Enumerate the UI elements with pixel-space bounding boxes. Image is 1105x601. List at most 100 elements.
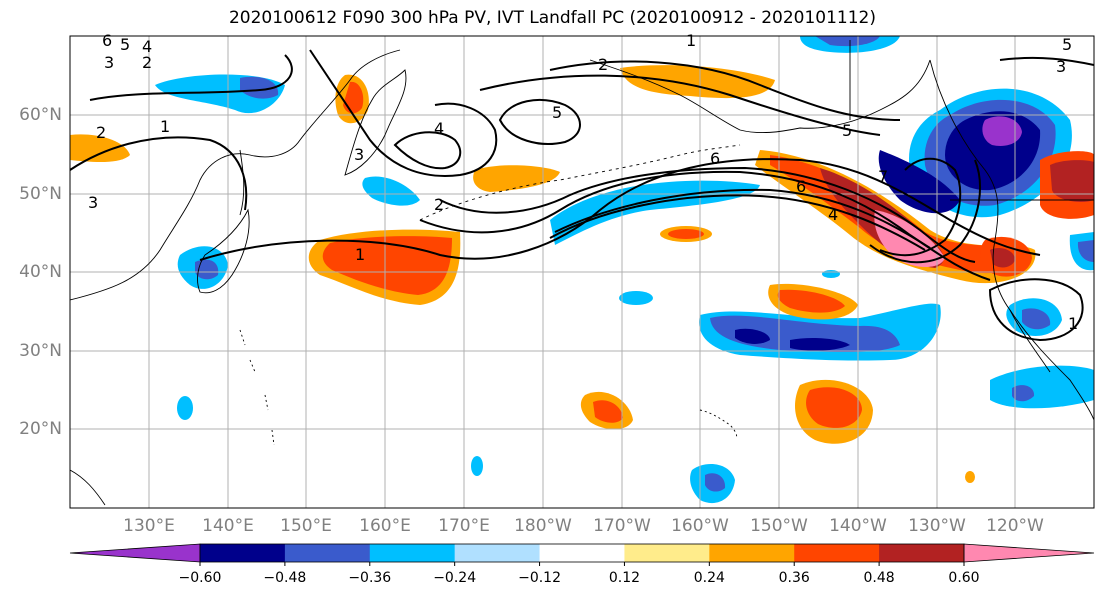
colorbar-tick-label: −0.12 bbox=[518, 570, 561, 586]
shade-neg-mex bbox=[990, 365, 1094, 409]
colorbar-extend-low bbox=[69, 543, 201, 563]
contour-arctic bbox=[549, 60, 901, 121]
colorbar-tick-label: −0.24 bbox=[433, 570, 476, 586]
coast-na bbox=[929, 59, 1094, 421]
lat-label-50n: 50°N bbox=[19, 184, 62, 204]
contour-label: 5 bbox=[842, 121, 852, 140]
shade-neg-hi2 bbox=[705, 473, 726, 492]
contour-label: 6 bbox=[796, 177, 806, 196]
colorbar-extend-high bbox=[963, 543, 1095, 563]
colorbar-frame bbox=[199, 543, 965, 563]
colorbar-bin bbox=[879, 544, 965, 562]
shade-neg-band bbox=[878, 150, 960, 214]
colorbar-bin bbox=[624, 544, 710, 562]
colorbar-bin bbox=[369, 544, 456, 562]
shade-pos-35n-red bbox=[777, 289, 845, 313]
shade-pos-nw2 bbox=[1050, 160, 1094, 202]
shade-pos-small2 bbox=[965, 471, 975, 483]
lat-label-30n: 30°N bbox=[19, 341, 62, 361]
lon-label: 140°E bbox=[202, 516, 254, 536]
lon-label: 170°W bbox=[593, 516, 651, 536]
colorbar-tick-label: 0.12 bbox=[609, 570, 640, 586]
coast-hawaii bbox=[699, 409, 738, 439]
colorbar-bin bbox=[709, 544, 795, 562]
shade-pos-22n-red bbox=[806, 387, 862, 428]
shade-neg-purple bbox=[982, 116, 1022, 146]
lat-label-40n: 40°N bbox=[19, 262, 62, 282]
contour-label: 3 bbox=[104, 53, 114, 72]
contour-label: 6 bbox=[102, 31, 112, 50]
contour-jet-5 bbox=[554, 188, 931, 249]
lat-label-60n: 60°N bbox=[19, 105, 62, 125]
map-frame bbox=[69, 35, 1095, 509]
latitude-labels: 20°N 30°N 40°N 50°N 60°N bbox=[19, 105, 62, 439]
shade-neg-small3 bbox=[471, 456, 483, 476]
contour-ne bbox=[999, 56, 1094, 66]
contour-n3 bbox=[498, 99, 581, 145]
contour-label: 5 bbox=[1062, 35, 1072, 54]
chart-title: 2020100612 F090 300 hPa PV, IVT Landfall… bbox=[228, 8, 876, 28]
coast-japan bbox=[197, 208, 250, 294]
coast-aleutians bbox=[419, 144, 741, 221]
shade-neg-small2 bbox=[177, 396, 193, 420]
contour-label: 4 bbox=[434, 119, 444, 138]
colorbar-tick-label: −0.36 bbox=[348, 570, 391, 586]
shade-neg-small4 bbox=[822, 270, 840, 278]
shade-neg-japan2 bbox=[195, 259, 219, 280]
contour-jet-1 bbox=[199, 158, 1041, 261]
shade-neg-mex2 bbox=[1012, 385, 1035, 402]
colorbar-tick-label: 0.36 bbox=[779, 570, 810, 586]
lat-label-20n: 20°N bbox=[19, 419, 62, 439]
shade-pos-japan-w bbox=[70, 134, 130, 163]
lon-label: 130°W bbox=[908, 516, 966, 536]
coast-alaska bbox=[589, 59, 931, 134]
shade-pos-bering bbox=[620, 65, 775, 99]
contour-label: 2 bbox=[598, 55, 608, 74]
colorbar-tick-label: 0.24 bbox=[694, 570, 725, 586]
contour-label: 2 bbox=[142, 53, 152, 72]
colorbar: −0.60 −0.48 −0.36 −0.24 −0.12 0.12 0.24 0.36 0.4… bbox=[69, 543, 1095, 586]
shade-neg-okhotsk2 bbox=[240, 76, 279, 99]
colorbar-bin bbox=[454, 544, 541, 562]
contour-n2 bbox=[393, 131, 462, 170]
lon-label: 140°W bbox=[829, 516, 887, 536]
contour-label: 1 bbox=[355, 245, 365, 264]
contour-label: 3 bbox=[354, 145, 364, 164]
contour-label: 4 bbox=[142, 37, 152, 56]
contour-labels: 1 1 1 1 2 2 2 2 3 3 3 3 4 4 4 5 5 5 5 6 … bbox=[88, 31, 1078, 333]
contour-west bbox=[89, 54, 293, 101]
lon-label: 180°W bbox=[514, 516, 572, 536]
colorbar-bin bbox=[539, 544, 625, 562]
contour-label: 5 bbox=[552, 103, 562, 122]
contour-label: 1 bbox=[160, 117, 170, 136]
contour-trough-b bbox=[869, 159, 981, 264]
shade-pos-55n bbox=[473, 165, 560, 192]
shade-neg-kur bbox=[362, 176, 420, 206]
contour-east bbox=[988, 278, 1084, 342]
contour-trough bbox=[879, 157, 962, 257]
contour-label: 6 bbox=[710, 149, 720, 168]
coast-baja bbox=[1009, 309, 1051, 373]
shade-neg-30n-dark2 bbox=[790, 337, 850, 351]
coast-asia bbox=[70, 49, 401, 301]
contour-arctic2 bbox=[479, 74, 881, 136]
shade-neg-30n-dark bbox=[735, 328, 770, 344]
shade-pos-r3 bbox=[990, 248, 1015, 268]
shade-pos-40n-red bbox=[322, 236, 452, 295]
coast-sakhalin bbox=[239, 149, 245, 216]
pv-anomaly-shading bbox=[70, 36, 1094, 504]
shade-pos-25n-red bbox=[593, 400, 623, 423]
shade-neg-arctic2 bbox=[815, 36, 880, 47]
lon-label: 150°W bbox=[750, 516, 808, 536]
shade-neg-calif2 bbox=[1022, 308, 1051, 330]
contour-label: 2 bbox=[96, 123, 106, 142]
lon-label: 160°W bbox=[671, 516, 729, 536]
contour-n1 bbox=[309, 49, 498, 177]
contour-label: 1 bbox=[1068, 314, 1078, 333]
contour-label: 3 bbox=[1056, 57, 1066, 76]
colorbar-tick-label: −0.60 bbox=[179, 570, 222, 586]
contour-label: 1 bbox=[686, 31, 696, 50]
lon-label: 130°E bbox=[123, 516, 175, 536]
shade-pos-small1r bbox=[668, 229, 704, 239]
